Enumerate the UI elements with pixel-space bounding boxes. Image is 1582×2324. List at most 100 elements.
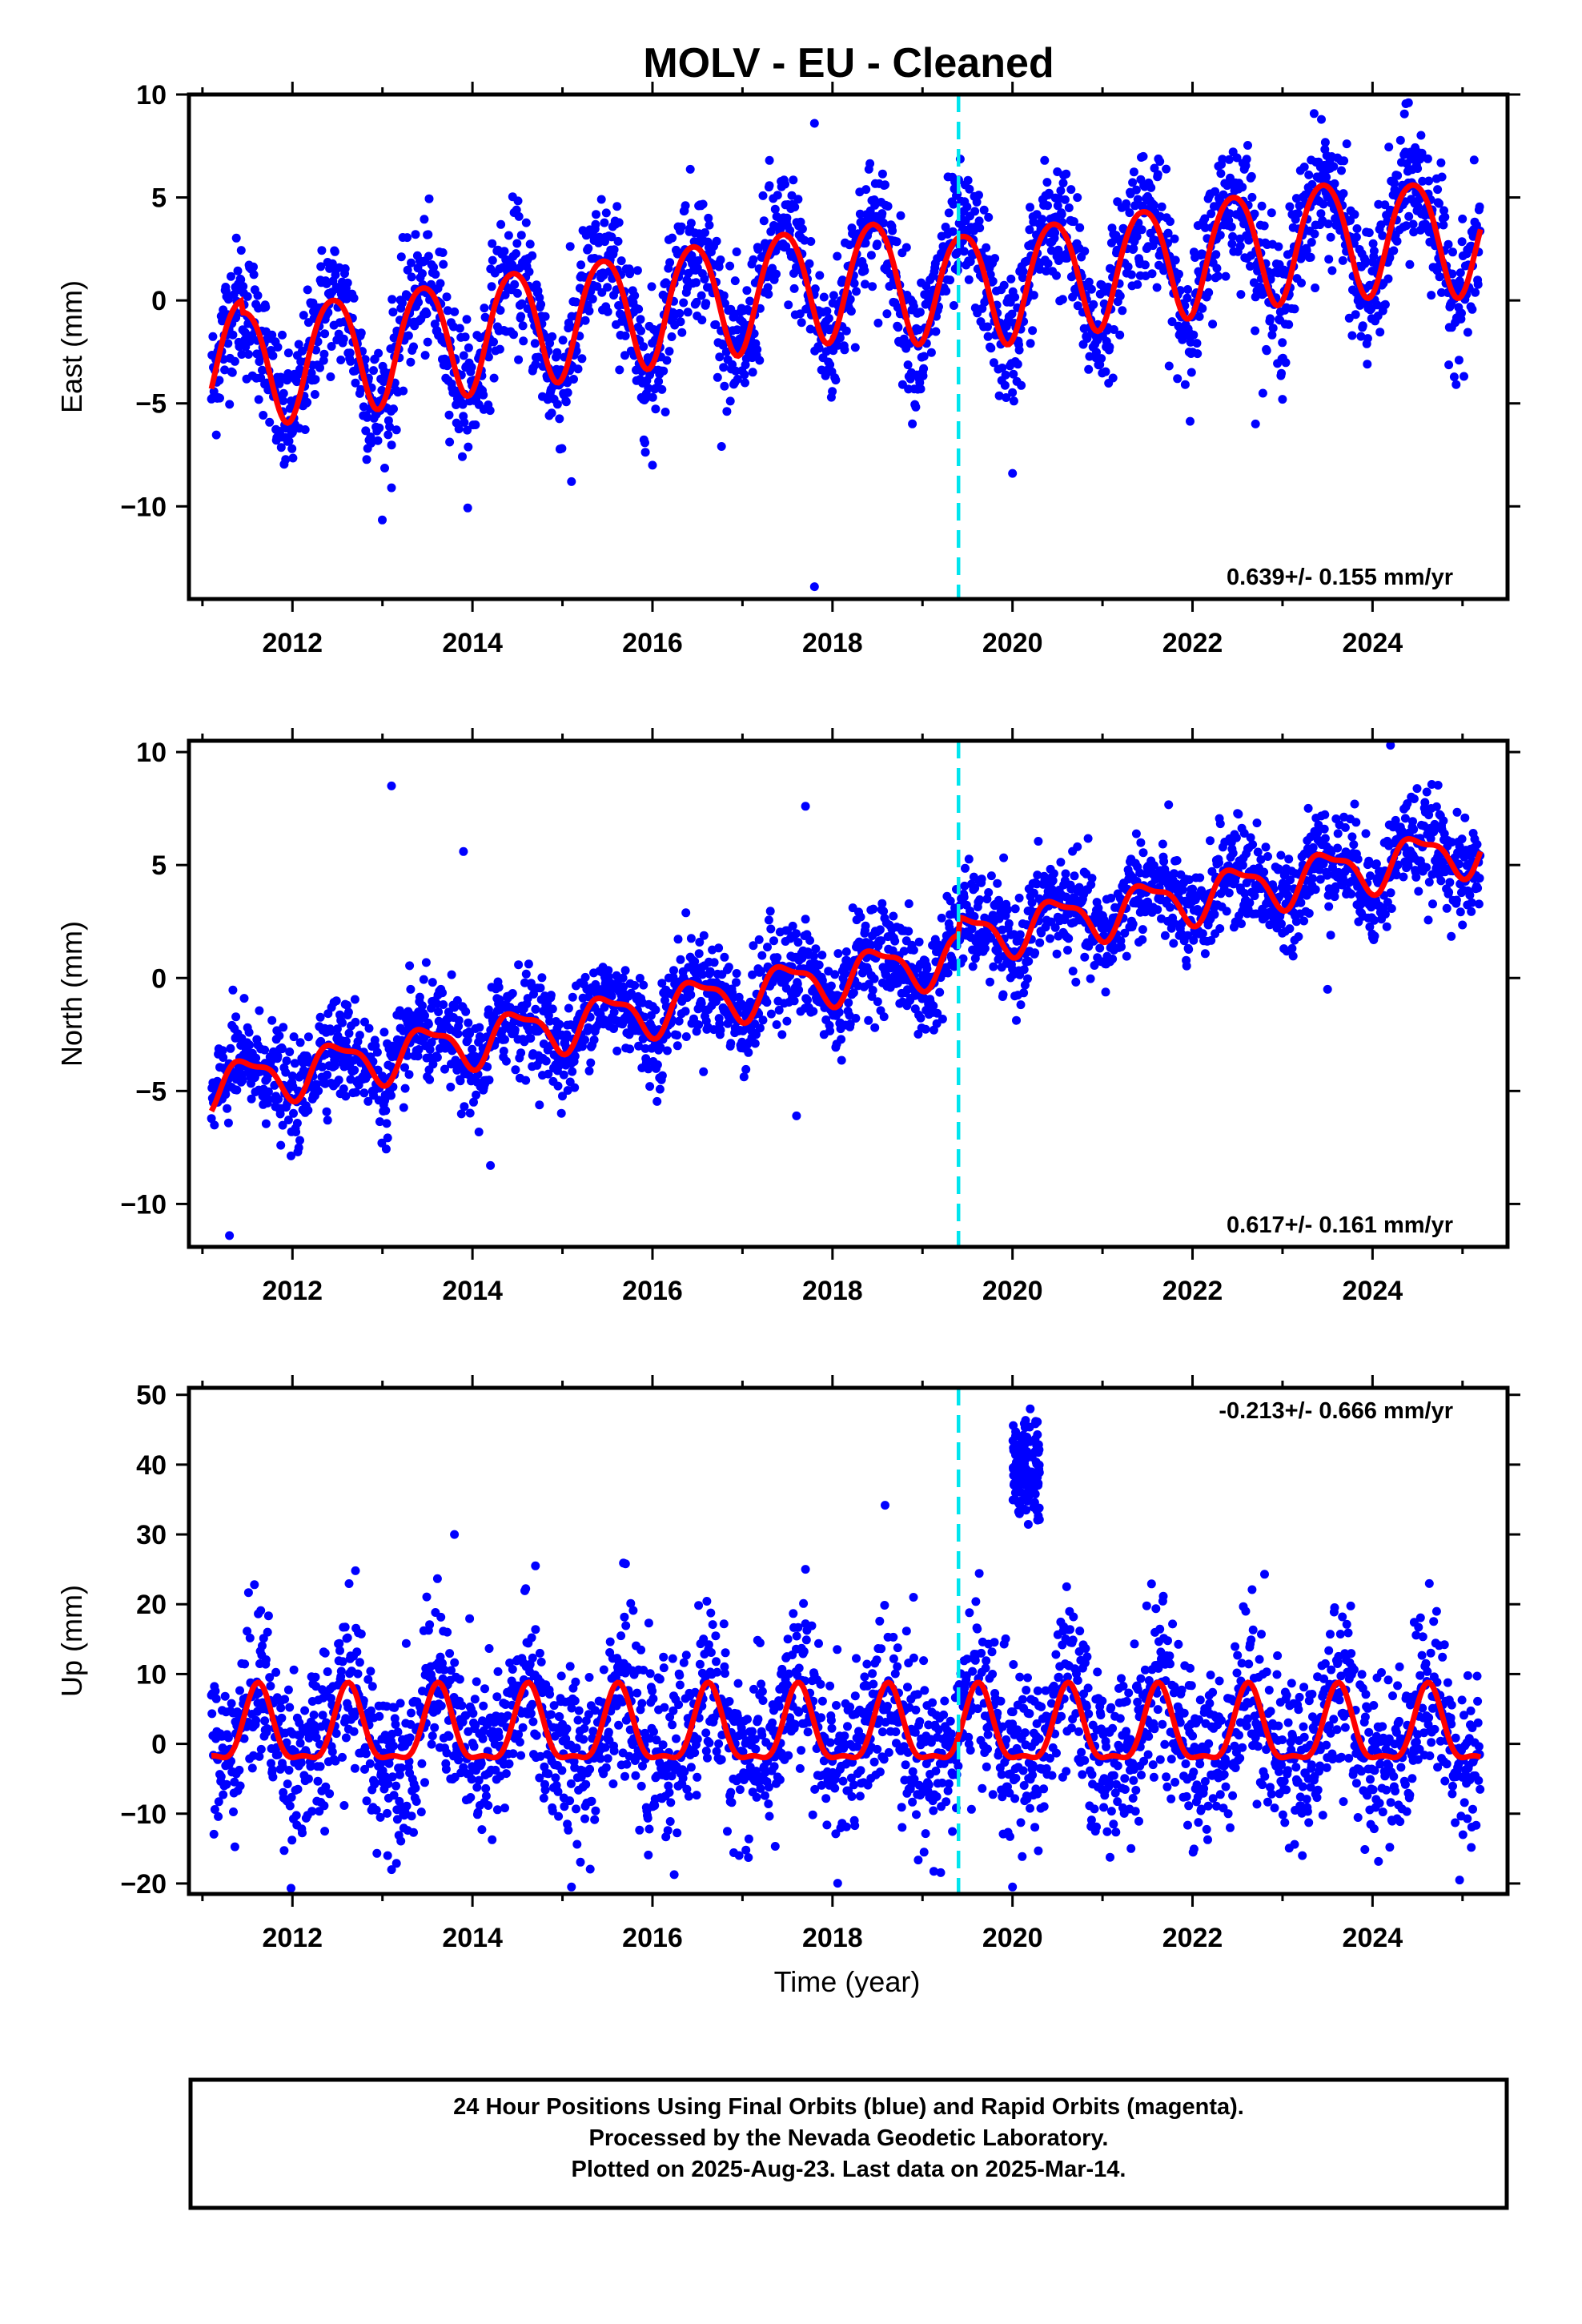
east-point xyxy=(634,304,644,314)
north-point xyxy=(609,1024,618,1033)
north-point xyxy=(1101,987,1110,997)
north-point xyxy=(755,1023,765,1033)
east-point xyxy=(1043,259,1053,268)
east-point xyxy=(745,296,755,306)
east-point xyxy=(1235,241,1245,251)
east-point xyxy=(1238,183,1247,192)
east-point xyxy=(340,264,350,273)
east-point xyxy=(1330,179,1339,188)
north-point xyxy=(314,1086,323,1096)
north-point xyxy=(914,937,924,947)
north-point xyxy=(734,992,744,1002)
east-point xyxy=(1200,214,1210,223)
north-point xyxy=(207,1114,216,1124)
north-point xyxy=(1169,939,1178,948)
north-point xyxy=(460,1102,469,1112)
east-point xyxy=(1056,186,1066,195)
east-point xyxy=(640,448,650,457)
north-point xyxy=(673,1041,682,1051)
north-point xyxy=(861,921,870,931)
north-point xyxy=(536,983,545,993)
east-point xyxy=(1409,227,1419,237)
north-point xyxy=(247,1094,256,1104)
north-point xyxy=(404,1070,414,1080)
north-point xyxy=(1070,871,1079,881)
north-point xyxy=(970,911,979,921)
east-point xyxy=(677,328,687,337)
east-point xyxy=(1204,287,1214,297)
east-outlier-point xyxy=(1278,395,1287,404)
north-point xyxy=(1138,848,1148,858)
east-point xyxy=(1147,269,1157,279)
north-point xyxy=(1087,874,1097,883)
east-point xyxy=(500,290,510,300)
east-point xyxy=(946,275,955,285)
east-point xyxy=(510,279,520,289)
east-point xyxy=(536,300,546,309)
east-point xyxy=(697,316,707,325)
north-point xyxy=(1158,839,1167,849)
north-point xyxy=(1068,967,1078,976)
east-point xyxy=(828,387,837,396)
north-point xyxy=(439,1000,448,1009)
north-point xyxy=(1049,869,1058,879)
east-point xyxy=(239,282,248,292)
north-point xyxy=(1170,919,1179,928)
north-point xyxy=(999,853,1009,862)
east-point xyxy=(513,196,523,206)
east-point xyxy=(648,392,657,402)
east-point xyxy=(211,430,221,440)
north-point xyxy=(1308,842,1318,852)
east-point xyxy=(1316,209,1326,219)
north-point xyxy=(1182,961,1191,971)
north-point xyxy=(669,972,678,982)
north-point xyxy=(1252,818,1262,828)
east-point xyxy=(1164,361,1174,371)
north-point xyxy=(472,1090,481,1100)
north-point xyxy=(694,949,704,959)
east-point xyxy=(1405,259,1415,269)
east-point xyxy=(298,346,307,356)
east-point xyxy=(420,215,429,224)
east-point xyxy=(387,440,396,450)
north-point xyxy=(904,927,913,936)
east-point xyxy=(1247,192,1257,202)
east-point xyxy=(1378,231,1387,240)
north-point xyxy=(1061,869,1070,879)
east-point xyxy=(388,308,398,317)
north-point xyxy=(1330,892,1339,902)
east-point xyxy=(986,270,995,279)
north-point xyxy=(469,1097,478,1107)
east-point xyxy=(1284,320,1294,329)
east-point xyxy=(698,199,708,209)
north-point xyxy=(960,881,970,891)
east-point xyxy=(1399,109,1409,119)
north-point xyxy=(645,1082,655,1092)
east-point xyxy=(647,282,656,292)
east-point xyxy=(1044,188,1054,198)
east-point xyxy=(1068,292,1078,302)
east-point xyxy=(742,286,752,296)
east-point xyxy=(1001,370,1010,380)
east-point xyxy=(657,384,667,394)
north-point xyxy=(875,925,885,935)
north-point xyxy=(758,1015,768,1025)
east-point xyxy=(892,237,901,247)
north-point xyxy=(223,1118,233,1128)
north-point xyxy=(1200,949,1210,959)
east-point xyxy=(701,228,709,237)
north-point xyxy=(1004,919,1014,928)
north-point xyxy=(276,1140,286,1150)
east-point xyxy=(403,233,412,243)
north-point xyxy=(618,973,628,983)
east-point xyxy=(1309,109,1319,119)
east-point xyxy=(287,444,297,453)
east-point xyxy=(1216,169,1226,179)
east-point xyxy=(398,298,407,308)
east-point xyxy=(1457,308,1466,318)
east-point xyxy=(1323,219,1333,229)
north-point xyxy=(553,1081,563,1091)
north-point xyxy=(752,1030,761,1039)
north-point xyxy=(970,883,980,893)
east-point xyxy=(489,373,499,383)
